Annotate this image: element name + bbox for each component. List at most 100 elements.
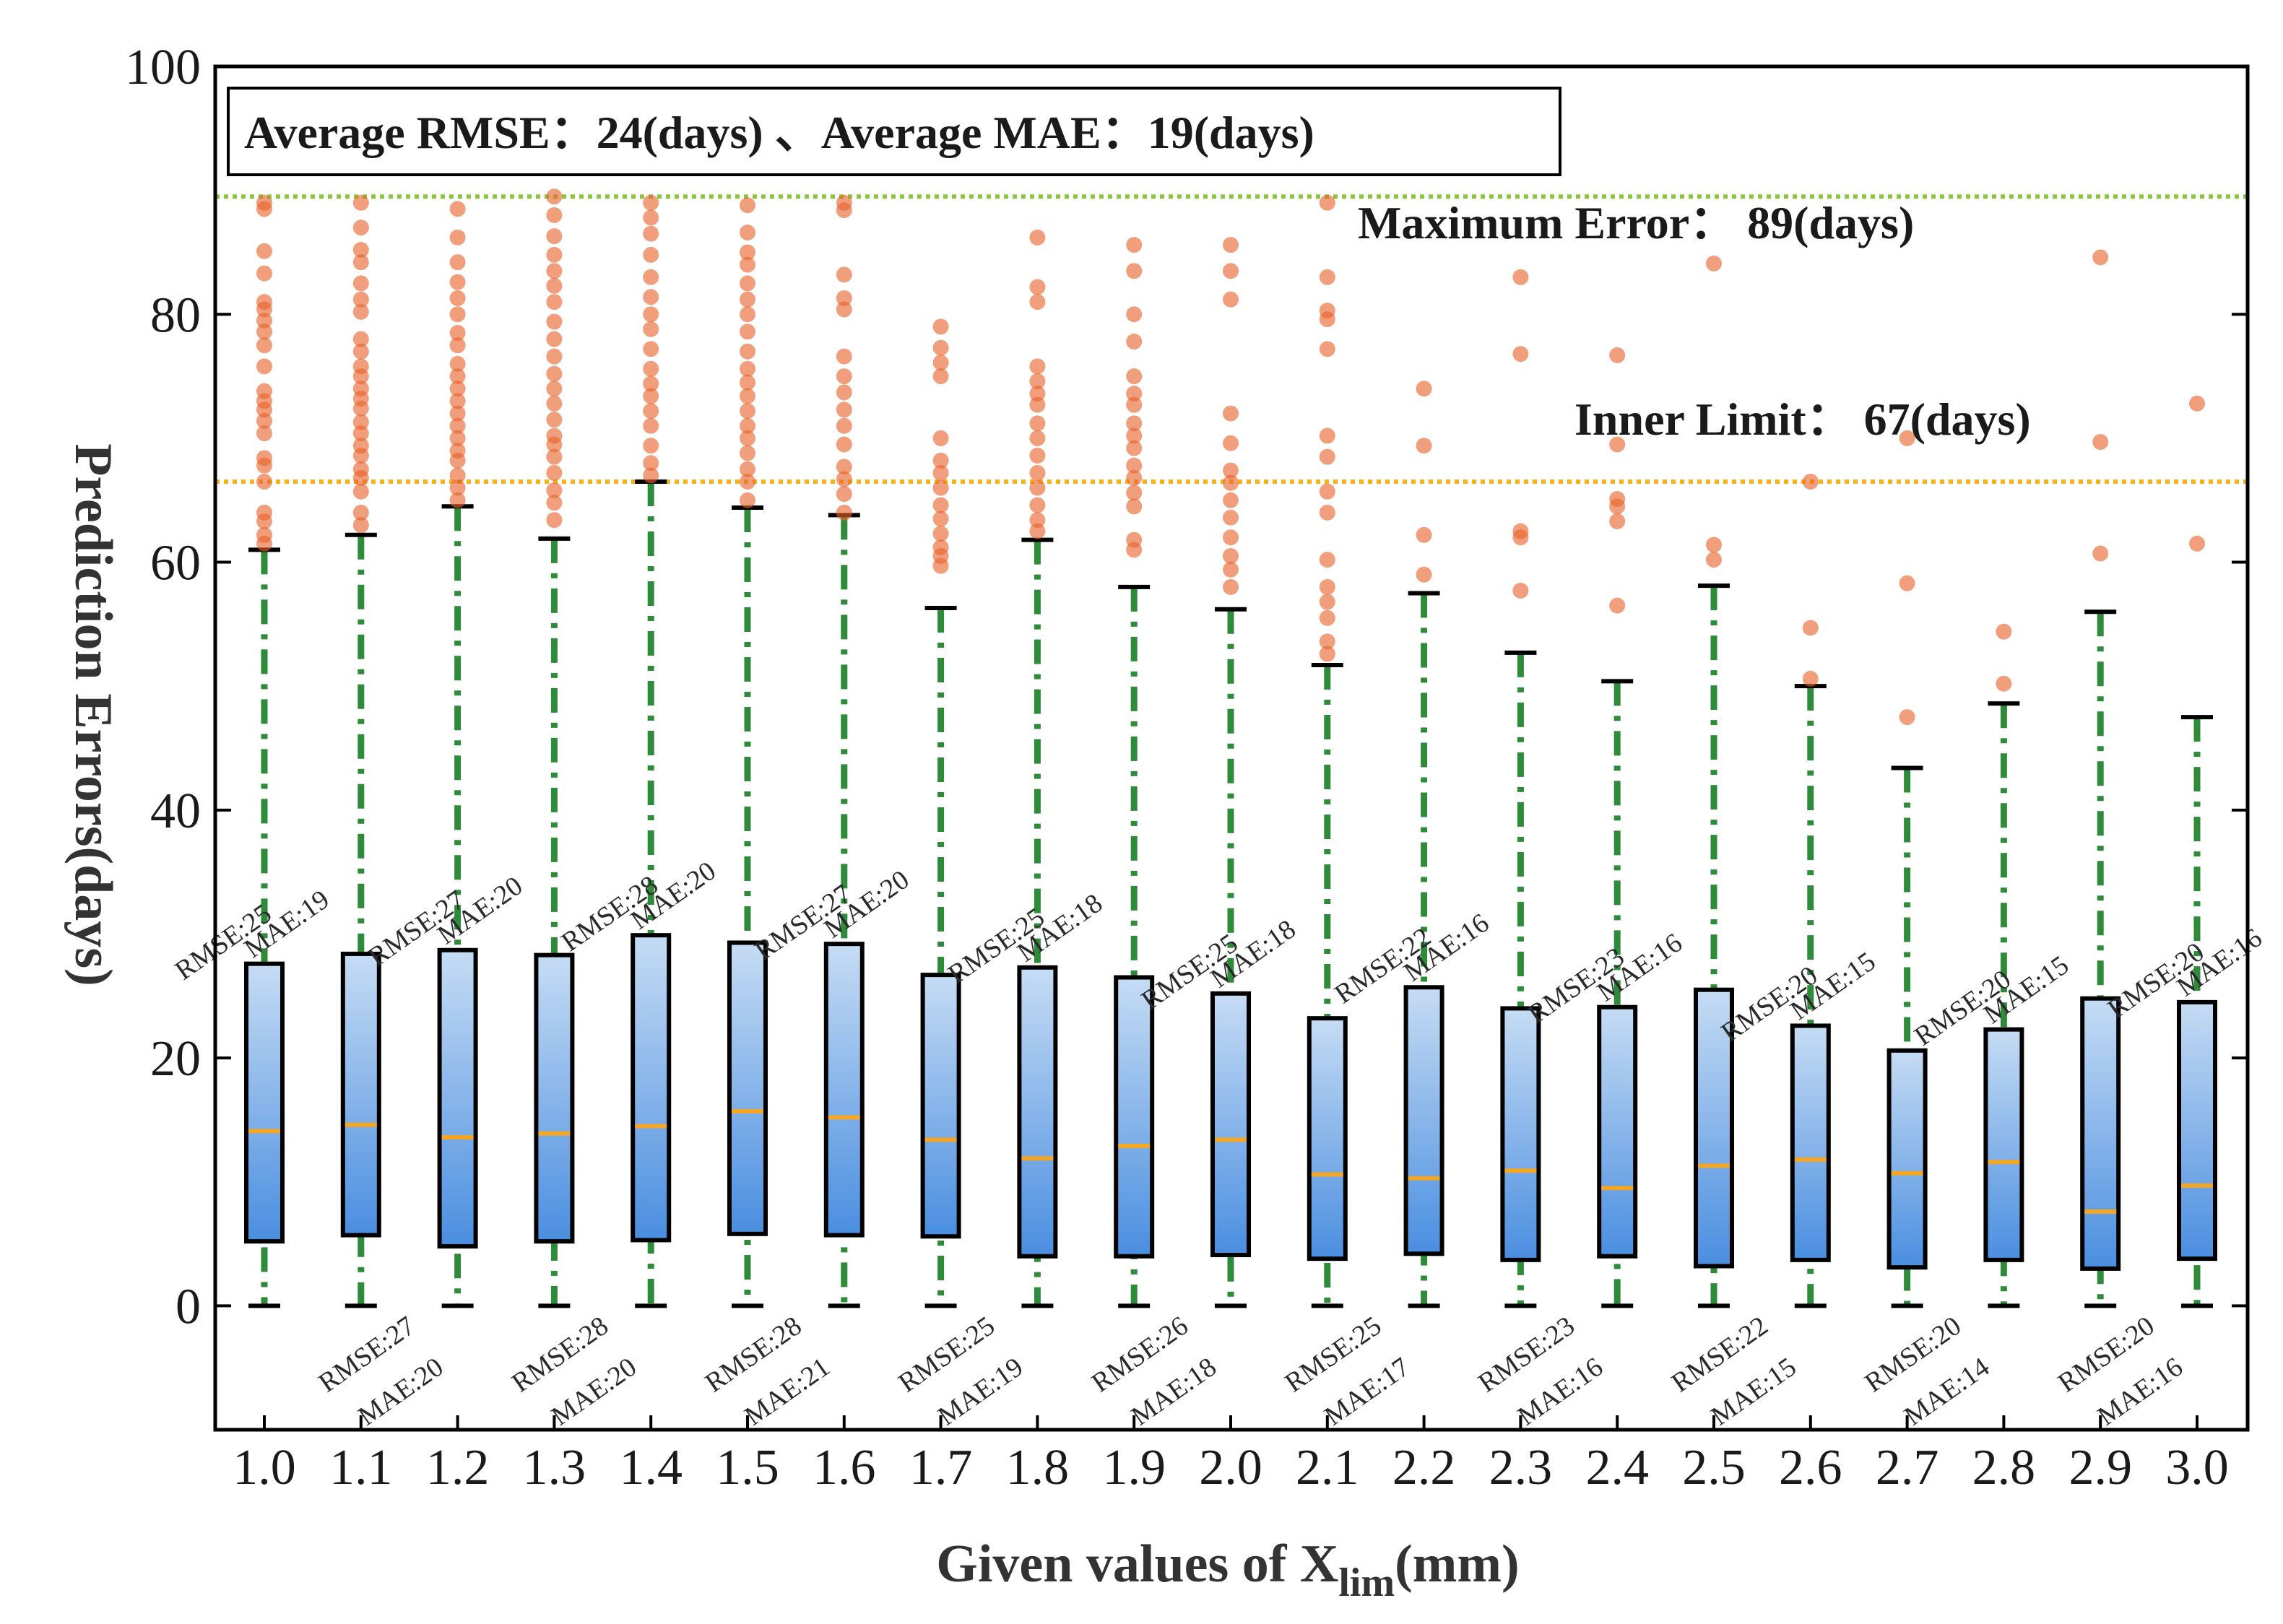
outlier-point — [932, 539, 949, 555]
outlier-point — [449, 405, 466, 422]
outlier-point — [1319, 646, 1335, 662]
x-tick-label-2.8: 2.8 — [1972, 1440, 2036, 1495]
outlier-point — [352, 331, 369, 347]
outlier-point — [1029, 386, 1046, 402]
outlier-point — [256, 504, 272, 521]
outlier-point — [352, 358, 369, 375]
outlier-point — [836, 384, 852, 401]
outlier-point — [546, 482, 563, 498]
outlier-point — [643, 438, 659, 454]
outlier-point — [836, 401, 852, 418]
outlier-point — [2092, 249, 2109, 266]
box-1.8 — [1017, 965, 1058, 1259]
outlier-point — [740, 256, 755, 273]
outlier-point — [740, 492, 755, 508]
box-1.5 — [727, 940, 768, 1236]
outlier-point — [643, 341, 659, 357]
outlier-point — [1223, 509, 1239, 526]
outlier-point — [1802, 670, 1819, 687]
outlier-point — [643, 403, 659, 420]
outlier-point — [740, 388, 755, 404]
outlier-point — [449, 290, 466, 306]
outlier-point — [643, 246, 659, 263]
outliers-layer — [256, 188, 2205, 726]
x-axis-title-main: Given values of X — [936, 1534, 1338, 1594]
outlier-point — [1223, 578, 1239, 595]
outlier-point — [546, 448, 563, 465]
outlier-point — [1126, 368, 1143, 385]
box-2.9 — [2080, 996, 2121, 1271]
outlier-point — [449, 306, 466, 323]
outlier-point — [256, 324, 272, 340]
summary-box-text: Average RMSE：24(days) 、Average MAE：19(da… — [244, 107, 1314, 158]
box-2.4 — [1597, 1004, 1638, 1259]
outlier-point — [740, 360, 755, 377]
outlier-point — [1223, 405, 1239, 422]
outlier-point — [740, 374, 755, 391]
outlier-point — [256, 412, 272, 429]
outlier-point — [1319, 303, 1335, 319]
outlier-point — [1223, 561, 1239, 578]
x-tick-label-1.8: 1.8 — [1006, 1440, 1070, 1495]
outlier-point — [740, 224, 755, 240]
outlier-point — [546, 464, 563, 481]
x-tick-label-2.0: 2.0 — [1199, 1440, 1262, 1495]
outlier-point — [1126, 415, 1143, 432]
outlier-point — [740, 430, 755, 446]
outlier-point — [1802, 620, 1819, 636]
outlier-point — [1029, 430, 1046, 446]
box-2.8 — [1983, 1027, 2024, 1262]
outlier-point — [1609, 491, 1626, 508]
box-1.6 — [823, 942, 865, 1238]
outlier-point — [1512, 523, 1529, 539]
y-tick-label: 100 — [125, 40, 201, 95]
outlier-point — [932, 497, 949, 513]
outlier-point — [643, 209, 659, 226]
outlier-point — [1319, 633, 1335, 650]
outlier-point — [1126, 306, 1143, 323]
outlier-point — [1319, 504, 1335, 521]
outlier-point — [836, 368, 852, 385]
outlier-point — [449, 254, 466, 271]
outlier-point — [352, 381, 369, 397]
outlier-point — [932, 511, 949, 527]
outlier-point — [256, 265, 272, 282]
outlier-point — [1996, 623, 2012, 640]
outlier-point — [449, 393, 466, 409]
outlier-point — [932, 430, 949, 446]
outlier-point — [449, 201, 466, 217]
outlier-point — [1126, 386, 1143, 402]
outlier-point — [352, 220, 369, 236]
outlier-point — [1029, 523, 1046, 539]
x-tick-label-1.9: 1.9 — [1102, 1440, 1166, 1495]
y-tick-label: 20 — [150, 1031, 201, 1087]
outlier-point — [1223, 492, 1239, 508]
outlier-point — [1899, 430, 1915, 446]
outlier-point — [449, 325, 466, 342]
box-2.0 — [1210, 991, 1251, 1257]
summary-box-frame — [227, 87, 1561, 176]
outlier-point — [643, 375, 659, 392]
outlier-point — [836, 194, 852, 211]
outlier-point — [1319, 483, 1335, 500]
outlier-point — [836, 348, 852, 365]
outlier-point — [1126, 440, 1143, 456]
outlier-point — [1223, 529, 1239, 546]
outlier-point — [1029, 447, 1046, 464]
x-tick-label-2.4: 2.4 — [1585, 1440, 1649, 1495]
outlier-point — [352, 291, 369, 308]
outlier-point — [1029, 464, 1046, 481]
outlier-point — [1609, 513, 1626, 529]
outlier-point — [740, 445, 755, 461]
outlier-point — [1996, 675, 2012, 692]
x-tick-label-2.5: 2.5 — [1682, 1440, 1746, 1495]
outlier-point — [256, 383, 272, 399]
outlier-point — [1029, 479, 1046, 496]
outlier-point — [740, 403, 755, 420]
outlier-point — [740, 461, 755, 477]
outlier-point — [836, 417, 852, 434]
outlier-point — [1416, 438, 1432, 454]
x-tick-label-1.1: 1.1 — [329, 1440, 393, 1495]
boxes-layer — [244, 479, 2217, 1308]
